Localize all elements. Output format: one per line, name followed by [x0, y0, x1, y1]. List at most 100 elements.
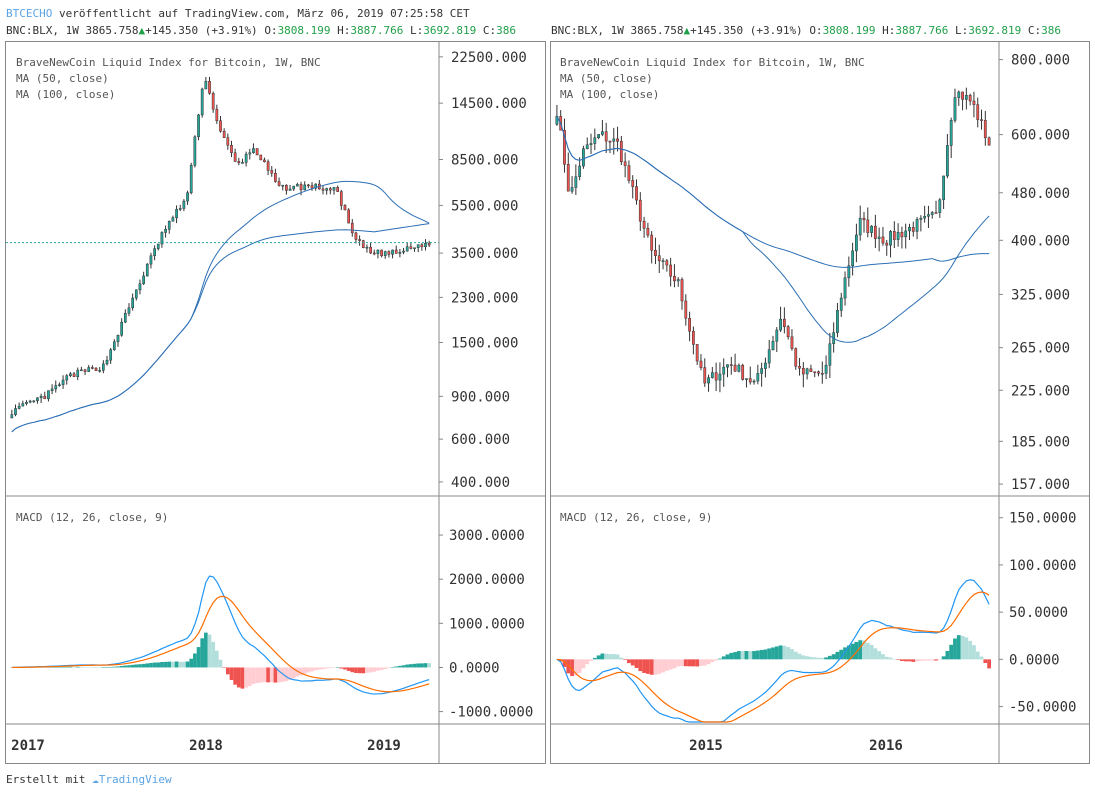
candle	[817, 371, 820, 374]
candle	[608, 140, 612, 143]
candle	[54, 385, 58, 390]
tradingview-cloud-icon[interactable]: ☁	[92, 773, 99, 786]
candle	[566, 164, 570, 192]
candle	[424, 243, 427, 248]
macd-histogram-bar	[156, 662, 161, 668]
macd-histogram-bar	[207, 634, 212, 668]
low-label: L:	[955, 24, 969, 37]
macd-histogram-bar	[573, 659, 578, 676]
candle	[32, 400, 36, 403]
close-value: 386	[496, 24, 517, 37]
candle	[870, 225, 873, 233]
candle	[105, 359, 109, 365]
up-arrow-icon: ▲	[683, 24, 691, 37]
candle	[638, 199, 642, 222]
candle	[987, 137, 991, 146]
macd-histogram-bar	[229, 667, 234, 680]
candle	[325, 188, 329, 191]
macd-histogram-bar	[335, 667, 340, 668]
candle	[270, 170, 274, 174]
candle	[726, 364, 729, 368]
macd-histogram-bar	[273, 667, 278, 683]
macd-histogram-bar	[119, 665, 124, 668]
macd-histogram-bar	[269, 667, 274, 683]
chart-svg-right[interactable]: BraveNewCoin Liquid Index for Bitcoin, 1…	[551, 42, 1089, 763]
candle	[695, 344, 699, 362]
macd-histogram-bar	[321, 667, 325, 670]
low-value: 3692.819	[968, 24, 1022, 37]
candle	[934, 212, 938, 214]
candle	[877, 236, 881, 239]
macd-histogram-bar	[178, 661, 183, 668]
candle	[654, 250, 657, 256]
candle	[189, 165, 193, 194]
macd-histogram-bar	[846, 645, 851, 660]
candle	[828, 343, 832, 366]
candle	[752, 380, 756, 383]
macd-histogram-bar	[900, 659, 904, 661]
macd-histogram-bar	[379, 667, 384, 670]
open-value: 3808.199	[277, 24, 331, 37]
candle	[255, 148, 259, 156]
chart-svg-left[interactable]: BraveNewCoin Liquid Index for Bitcoin, 1…	[6, 42, 545, 763]
candle	[219, 120, 222, 132]
price-axis-label: 800.000	[1011, 53, 1070, 69]
price-axis-label: 225.000	[1011, 383, 1070, 399]
candle	[604, 131, 608, 142]
candle	[28, 400, 32, 403]
macd-histogram-bar	[615, 654, 620, 660]
legend-ma50: MA (50, close)	[16, 72, 109, 85]
macd-histogram-bar	[141, 663, 146, 668]
macd-histogram-bar	[83, 666, 87, 668]
macd-histogram-bar	[706, 659, 711, 665]
candle	[585, 144, 589, 149]
macd-axis-label: 2000.0000	[449, 572, 525, 588]
macd-histogram-bar	[163, 661, 168, 668]
candle	[263, 159, 266, 163]
candle	[310, 185, 314, 189]
ma-100-line	[556, 116, 990, 268]
high-label: H:	[882, 24, 896, 37]
chart-panel-right[interactable]: BraveNewCoin Liquid Index for Bitcoin, 1…	[550, 41, 1090, 764]
macd-histogram-bar	[896, 659, 901, 660]
candle	[193, 136, 197, 166]
candle	[657, 255, 661, 262]
macd-histogram-bar	[420, 663, 424, 668]
price-axis-label: 2300.000	[451, 290, 518, 306]
macd-histogram-bar	[627, 659, 631, 664]
macd-histogram-bar	[797, 653, 802, 660]
price-axis-label: 157.000	[1011, 477, 1070, 493]
macd-axis-label: 0.0000	[1009, 652, 1060, 668]
macd-histogram-bar	[888, 657, 893, 660]
candle	[259, 154, 263, 161]
candle	[582, 148, 585, 167]
candle	[851, 250, 855, 267]
macd-histogram-bar	[160, 661, 164, 668]
macd-histogram-bar	[699, 659, 703, 666]
macd-histogram-bar	[608, 654, 612, 660]
brand-link[interactable]: BTCECHO	[6, 7, 53, 20]
price-axis-label: 900.000	[451, 389, 510, 405]
macd-histogram-bar	[409, 664, 413, 668]
candle	[387, 251, 391, 255]
candle	[597, 134, 600, 138]
candle	[839, 297, 843, 311]
macd-histogram-bar	[182, 661, 186, 668]
candle	[911, 227, 915, 232]
high-value: 3887.766	[895, 24, 949, 37]
candle	[836, 310, 839, 333]
macd-histogram-bar	[926, 659, 931, 661]
candle	[710, 372, 714, 378]
candle	[779, 318, 782, 331]
candle	[241, 162, 244, 164]
macd-histogram-bar	[383, 667, 388, 669]
candle	[237, 161, 241, 164]
tradingview-logo-text[interactable]: TradingView	[98, 773, 172, 786]
macd-histogram-bar	[672, 659, 677, 669]
macd-histogram-bar	[193, 653, 197, 668]
chart-panel-left[interactable]: BraveNewCoin Liquid Index for Bitcoin, 1…	[5, 41, 546, 764]
candle	[680, 279, 684, 302]
candle	[361, 240, 365, 248]
macd-histogram-bar	[733, 652, 737, 660]
macd-histogram-bar	[793, 651, 798, 660]
